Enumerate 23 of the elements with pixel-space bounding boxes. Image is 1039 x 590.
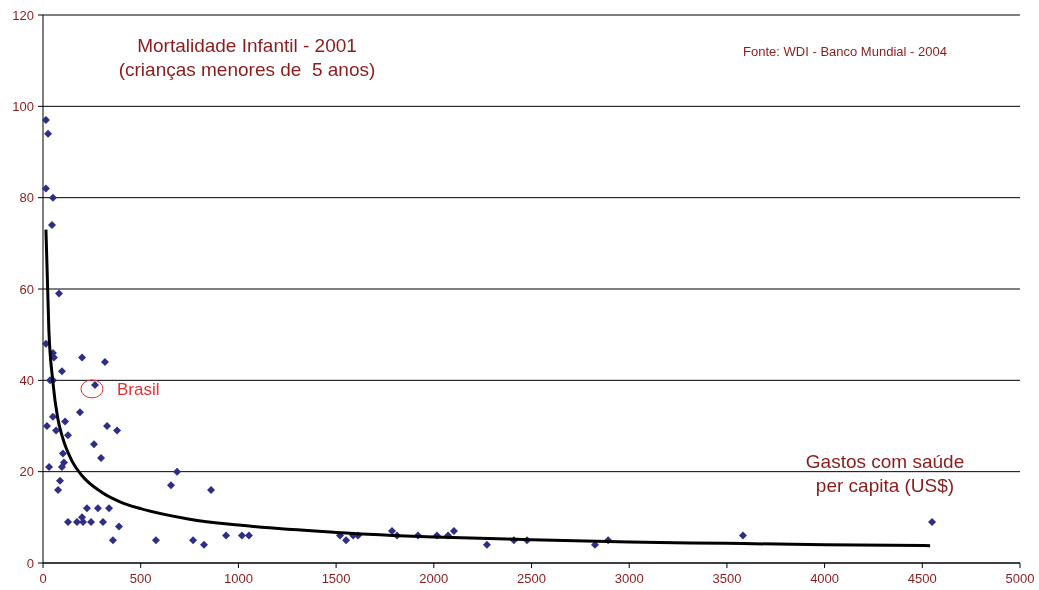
x-tick-label: 4000 [810,571,840,586]
x-tick-label: 2500 [517,571,546,586]
text: Mortalidade Infantil - 2001 [137,35,357,56]
y-tick-label: 100 [12,98,34,114]
x-tick-label: 0 [39,571,47,586]
text: (crianças menores de 5 anos) [118,59,376,80]
x-tick-label: 4500 [907,571,937,586]
y-tick-label: 40 [19,372,34,388]
x-tick-label: 2000 [419,571,449,586]
annotation: Brasil [116,379,160,399]
y-tick-label: 80 [19,190,34,206]
x-tick-label: 500 [129,571,152,586]
y-tick-label: 120 [12,7,34,23]
annotation: Fonte: WDI - Banco Mundial - 2004 [743,44,947,59]
x-tick-label: 5000 [1005,571,1035,586]
x-axis-title: Gastos com saúde per capita (US$) [805,451,965,496]
y-tick-label: 60 [19,281,34,297]
y-tick-label: 0 [26,555,34,571]
y-tick-label: 20 [19,464,34,480]
x-tick-label: 3500 [712,571,742,586]
x-tick-label: 1500 [321,571,351,586]
x-tick-label: 1000 [223,571,253,586]
x-tick-label: 3000 [614,571,644,586]
